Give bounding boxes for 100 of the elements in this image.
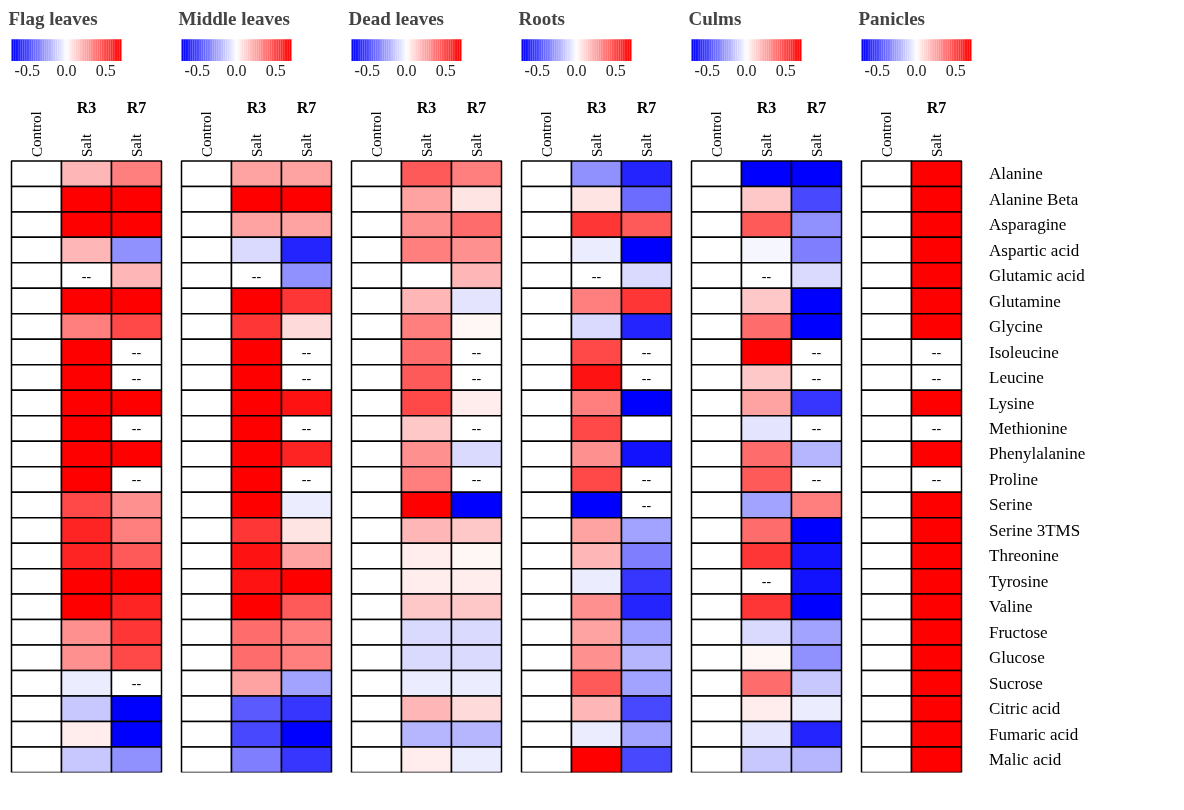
color-bar-label: -0.5 [184, 62, 210, 80]
y2-tick-label: Fumaric acid [989, 724, 1079, 744]
color-bar-label: -0.5 [14, 62, 40, 80]
text: R3 [586, 99, 607, 117]
text: -- [131, 676, 142, 692]
y2-tick-label: Serine 3TMS [989, 520, 1081, 540]
text: -- [471, 370, 482, 386]
text: -- [131, 345, 142, 361]
text: -- [811, 370, 822, 386]
chart-title: Flag leaves [8, 7, 98, 29]
color-bar-label: 0.5 [945, 62, 966, 80]
color-bar-label: 0.5 [605, 62, 626, 80]
y2-tick-label: Citric acid [989, 699, 1061, 719]
text: -- [131, 370, 142, 386]
color-bar-label: 0.5 [95, 62, 116, 80]
chart-title: Roots [518, 7, 565, 29]
y2-tick-label: Glutamic acid [989, 266, 1086, 286]
text: -- [131, 421, 142, 437]
text: -- [931, 421, 942, 437]
text: -- [641, 370, 652, 386]
y2-tick-label: Isoleucine [989, 342, 1059, 362]
x-tick-label: Salt [758, 132, 775, 158]
color-bar-label: -0.5 [694, 62, 720, 80]
text: -- [641, 497, 652, 513]
color-bar-label: 0.0 [566, 62, 587, 80]
y2-tick-label: Methionine [989, 418, 1068, 438]
y2-tick-label: Aspartic acid [989, 240, 1080, 260]
text: -- [471, 345, 482, 361]
y2-tick-label: Glucose [989, 648, 1045, 668]
color-bar-label: -0.5 [524, 62, 550, 80]
text: -- [81, 268, 92, 284]
y2-tick-label: Glycine [989, 317, 1043, 337]
x-tick-label: Control [878, 111, 895, 158]
chart-title: Middle leaves [178, 7, 290, 29]
y2-tick-label: Fructose [989, 622, 1048, 642]
text: R3 [76, 99, 97, 117]
text: -- [931, 472, 942, 488]
x-tick-label: Salt [638, 132, 655, 158]
text: -- [811, 345, 822, 361]
text: -- [471, 472, 482, 488]
text: -- [761, 268, 772, 284]
text: R3 [756, 99, 777, 117]
color-bar-label: 0.0 [396, 62, 417, 80]
x-tick-label: Control [538, 111, 555, 158]
x-tick-label: Control [198, 111, 215, 158]
chart-title: Culms [688, 7, 742, 29]
color-bar-label: 0.0 [56, 62, 77, 80]
y2-tick-label: Alanine Beta [989, 189, 1079, 209]
color-bar-label: 0.0 [736, 62, 757, 80]
text: -- [471, 421, 482, 437]
text: R7 [296, 99, 317, 117]
color-bar-label: 0.5 [265, 62, 286, 80]
y2-tick-label: Alanine [989, 164, 1043, 184]
y2-tick-label: Phenylalanine [989, 444, 1086, 464]
text: -- [931, 345, 942, 361]
x-tick-label: Control [708, 111, 725, 158]
text: -- [251, 268, 262, 284]
text: R7 [926, 99, 947, 117]
x-tick-label: Salt [128, 132, 145, 158]
y2-tick-label: Lysine [989, 393, 1035, 413]
text: -- [301, 370, 312, 386]
y2-tick-label: Malic acid [989, 750, 1062, 770]
y2-tick-label: Valine [989, 597, 1033, 617]
text: -- [301, 472, 312, 488]
color-bar-label: -0.5 [864, 62, 890, 80]
text: -- [761, 574, 772, 590]
y2-tick-label: Threonine [989, 546, 1059, 566]
text: -- [591, 268, 602, 284]
x-tick-label: Salt [928, 132, 945, 158]
text: -- [641, 345, 652, 361]
color-bar-label: -0.5 [354, 62, 380, 80]
color-bar-label: 0.5 [435, 62, 456, 80]
text: -- [131, 472, 142, 488]
text: R7 [466, 99, 487, 117]
text: R7 [636, 99, 657, 117]
y2-tick-label: Tyrosine [989, 571, 1049, 591]
y2-tick-label: Serine [989, 495, 1033, 515]
text: -- [641, 472, 652, 488]
x-tick-label: Salt [808, 132, 825, 158]
x-tick-label: Salt [78, 132, 95, 158]
x-tick-label: Control [28, 111, 45, 158]
text: R7 [806, 99, 827, 117]
x-tick-label: Salt [468, 132, 485, 158]
x-tick-label: Salt [588, 132, 605, 158]
text: R3 [246, 99, 267, 117]
y2-tick-label: Leucine [989, 368, 1044, 388]
text: R3 [416, 99, 437, 117]
x-tick-label: Salt [418, 132, 435, 158]
chart-title: Panicles [858, 7, 925, 29]
x-tick-label: Control [368, 111, 385, 158]
text: -- [301, 345, 312, 361]
color-bar-label: 0.5 [775, 62, 796, 80]
y2-tick-label: Asparagine [989, 215, 1067, 235]
y2-tick-label: Sucrose [989, 673, 1043, 693]
text: -- [811, 472, 822, 488]
y2-tick-label: Proline [989, 469, 1039, 489]
x-tick-label: Salt [248, 132, 265, 158]
text: -- [301, 421, 312, 437]
x-tick-label: Salt [298, 132, 315, 158]
text: -- [811, 421, 822, 437]
